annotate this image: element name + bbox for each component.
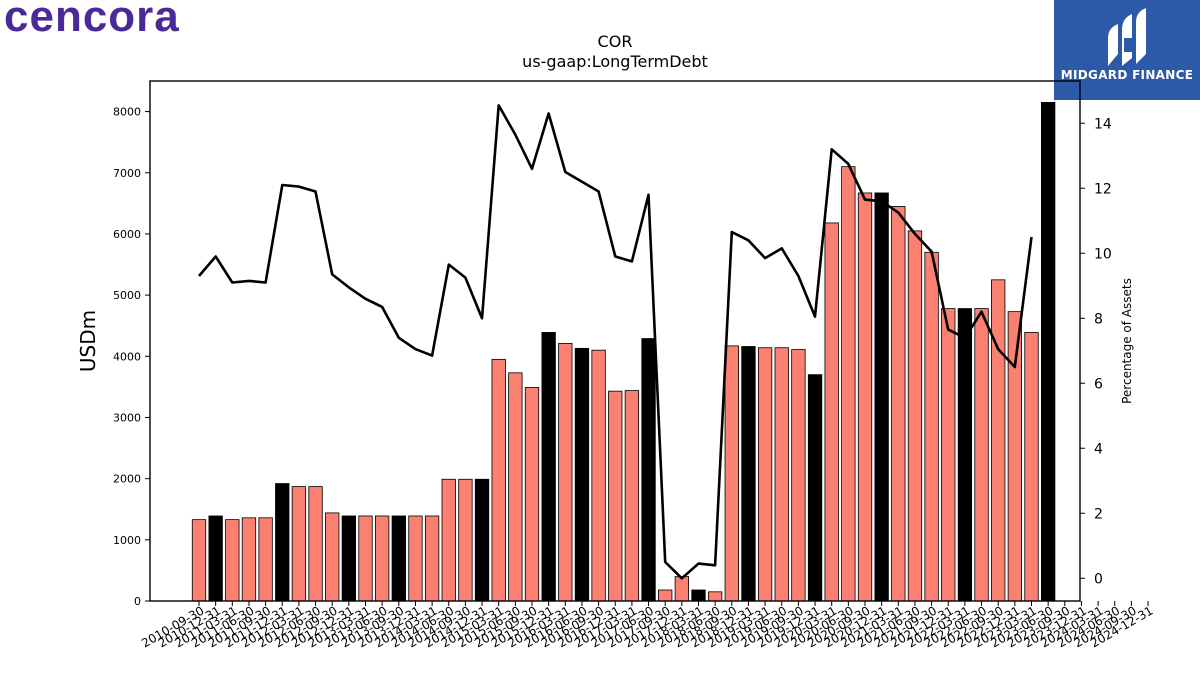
bar: [308, 486, 323, 602]
y-tick-label: 8000: [113, 106, 141, 119]
bar: [941, 308, 956, 602]
bar: [491, 358, 506, 602]
bar: [275, 483, 290, 602]
bar: [857, 192, 873, 602]
bar: [591, 349, 606, 602]
bar: [757, 347, 773, 602]
bar: [341, 515, 357, 602]
bar: [708, 591, 723, 602]
bar: [724, 345, 739, 602]
bar: [957, 308, 973, 602]
midgard-mark-icon: [1108, 8, 1146, 66]
y2-tick-label: 4: [1094, 441, 1103, 457]
bar: [374, 515, 390, 602]
bar: [325, 512, 340, 602]
y2-tick-label: 14: [1094, 116, 1112, 132]
y-tick-label: 6000: [113, 228, 141, 241]
bar: [541, 332, 556, 602]
y2-tick-label: 2: [1094, 506, 1103, 522]
bar: [741, 346, 756, 602]
bar: [791, 349, 806, 602]
bar: [391, 515, 406, 602]
bar: [225, 519, 240, 602]
bar: [258, 517, 273, 602]
bar: [474, 478, 490, 602]
bar: [891, 206, 906, 602]
bar: [624, 390, 640, 602]
bar: [991, 279, 1006, 602]
bar: [291, 486, 307, 602]
bar: [658, 589, 673, 602]
bar: [441, 478, 456, 602]
midgard-finance-logo: MIDGARD FINANCE: [1054, 0, 1200, 100]
bar: [691, 589, 706, 602]
bar: [1024, 332, 1039, 602]
bar: [824, 222, 839, 602]
bar: [874, 192, 889, 602]
chart-subtitle: us-gaap:LongTermDebt: [522, 52, 708, 71]
cencora-logo: cencora: [4, 0, 180, 41]
bar: [924, 251, 939, 602]
y-axis-label: USDm: [76, 310, 100, 372]
bar: [508, 372, 523, 602]
bar: [1041, 102, 1056, 602]
y-tick-label: 1000: [113, 534, 141, 547]
y-tick-label: 4000: [113, 350, 141, 363]
bar: [358, 515, 373, 602]
y2-tick-label: 12: [1094, 181, 1112, 197]
y2-tick-label: 0: [1094, 571, 1103, 587]
y-tick-label: 2000: [113, 473, 141, 486]
bar: [774, 347, 789, 602]
midgard-brand-text: MIDGARD FINANCE: [1060, 68, 1194, 82]
y2-tick-label: 8: [1094, 311, 1103, 327]
bar: [558, 343, 573, 602]
bar: [424, 515, 440, 602]
bar: [524, 387, 540, 602]
bar: [208, 515, 223, 602]
bar: [458, 478, 473, 602]
chart-title: COR: [597, 32, 633, 51]
y2-tick-label: 6: [1094, 376, 1103, 392]
y2-tick-label: 10: [1094, 246, 1112, 262]
line-series: [198, 104, 1033, 580]
bar: [408, 515, 423, 602]
bar: [974, 308, 989, 602]
bar: [841, 166, 856, 602]
bar: [574, 347, 590, 602]
bar: [907, 230, 923, 602]
y2-axis-label: Percentage of Assets: [1120, 278, 1134, 404]
y-tick-label: 7000: [113, 167, 141, 180]
bar: [608, 390, 623, 602]
bar: [807, 374, 823, 602]
y-tick-label: 0: [134, 595, 141, 608]
y-tick-label: 5000: [113, 289, 141, 302]
bar: [641, 338, 656, 602]
bar: [1007, 311, 1022, 602]
bar: [674, 576, 689, 602]
bar: [191, 519, 207, 602]
y-tick-label: 3000: [113, 411, 141, 424]
bar: [241, 517, 257, 602]
